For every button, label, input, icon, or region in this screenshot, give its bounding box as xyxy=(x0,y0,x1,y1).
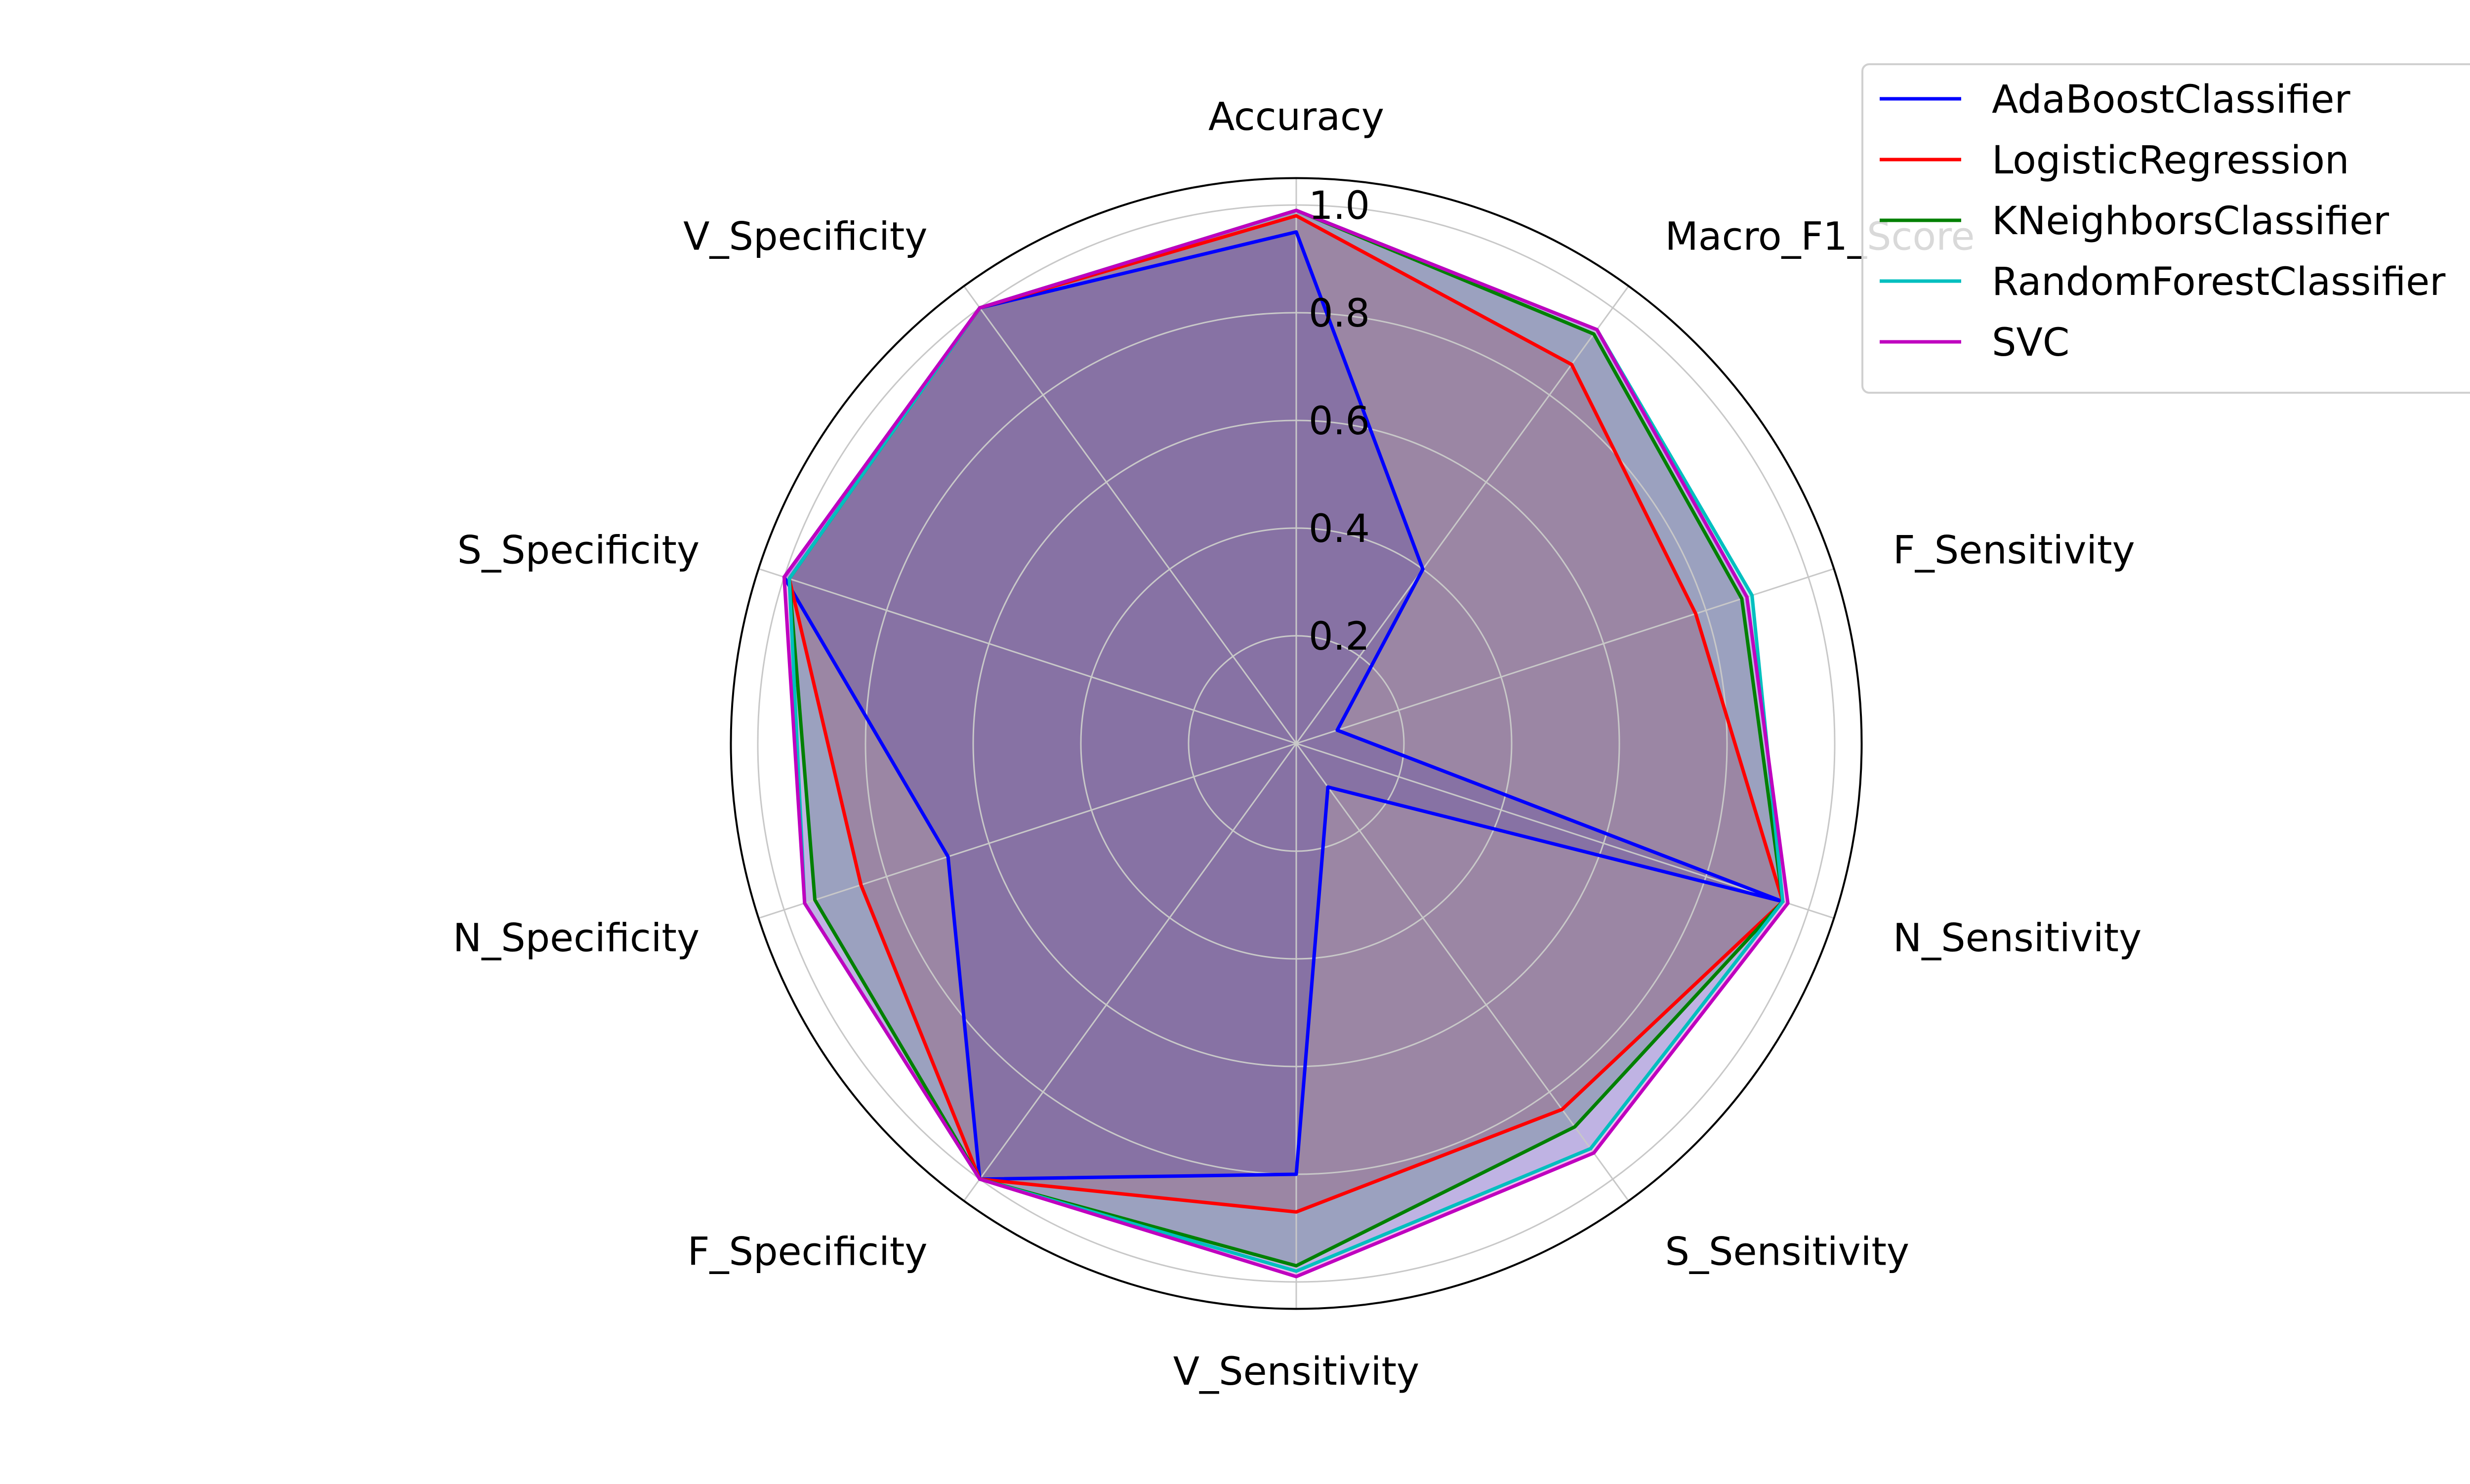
axis-label-v-sensitivity: V_Sensitivity xyxy=(1173,1350,1419,1394)
radial-tick-label-3: 0.8 xyxy=(1309,291,1370,336)
legend-label-3: RandomForestClassifier xyxy=(1992,260,2446,304)
radial-tick-label-0: 0.2 xyxy=(1309,615,1370,659)
legend: AdaBoostClassifier LogisticRegression KNei… xyxy=(1861,63,2470,394)
series-fill-2 xyxy=(789,210,1783,1266)
grid-spoke-2 xyxy=(1296,568,1834,744)
radial-tick-label-2: 0.6 xyxy=(1309,399,1370,444)
grid-spoke-9 xyxy=(963,286,1297,744)
legend-box xyxy=(1861,63,2470,394)
series-lines xyxy=(782,208,1790,1278)
grid-spoke-4 xyxy=(1295,743,1629,1201)
axis-labels: AccuracyMacro_F1_ScoreF_SensitivityN_Sen… xyxy=(453,95,2141,1394)
grid-spoke-8 xyxy=(758,568,1297,744)
series-line-3 xyxy=(787,208,1785,1273)
axis-label-f-specificity: F_Specificity xyxy=(688,1230,928,1274)
outer-circle xyxy=(730,177,1863,1310)
series-fill-4 xyxy=(784,210,1788,1277)
axis-label-n-sensitivity: N_Sensitivity xyxy=(1893,916,2141,960)
legend-label-2: KNeighborsClassifier xyxy=(1992,199,2389,244)
grid-spoke-1 xyxy=(1295,286,1629,744)
grid-spoke-3 xyxy=(1296,742,1834,919)
axis-label-v-specificity: V_Specificity xyxy=(683,215,927,259)
grid-spoke-6 xyxy=(963,743,1297,1201)
radial-tick-label-1: 0.4 xyxy=(1309,507,1370,551)
legend-label-4: SVC xyxy=(1992,321,2069,365)
legend-label-1: LogisticRegression xyxy=(1992,138,2349,183)
axis-label-n-specificity: N_Specificity xyxy=(453,916,700,960)
axis-label-s-specificity: S_Specificity xyxy=(457,529,700,573)
radial-tick-label-4: 1.0 xyxy=(1309,184,1370,228)
grid-spoke-7 xyxy=(758,742,1297,919)
axis-label-accuracy: Accuracy xyxy=(1208,95,1384,139)
radial-tick-labels: 0.2 0.4 0.6 0.8 1.0 xyxy=(1309,184,1370,659)
legend-label-0: AdaBoostClassifier xyxy=(1992,78,2350,122)
series-fill-0 xyxy=(784,232,1783,1179)
series-line-4 xyxy=(782,208,1790,1278)
axis-label-s-sensitivity: S_Sensitivity xyxy=(1665,1230,1909,1274)
axis-label-f-sensitivity: F_Sensitivity xyxy=(1893,529,2135,573)
